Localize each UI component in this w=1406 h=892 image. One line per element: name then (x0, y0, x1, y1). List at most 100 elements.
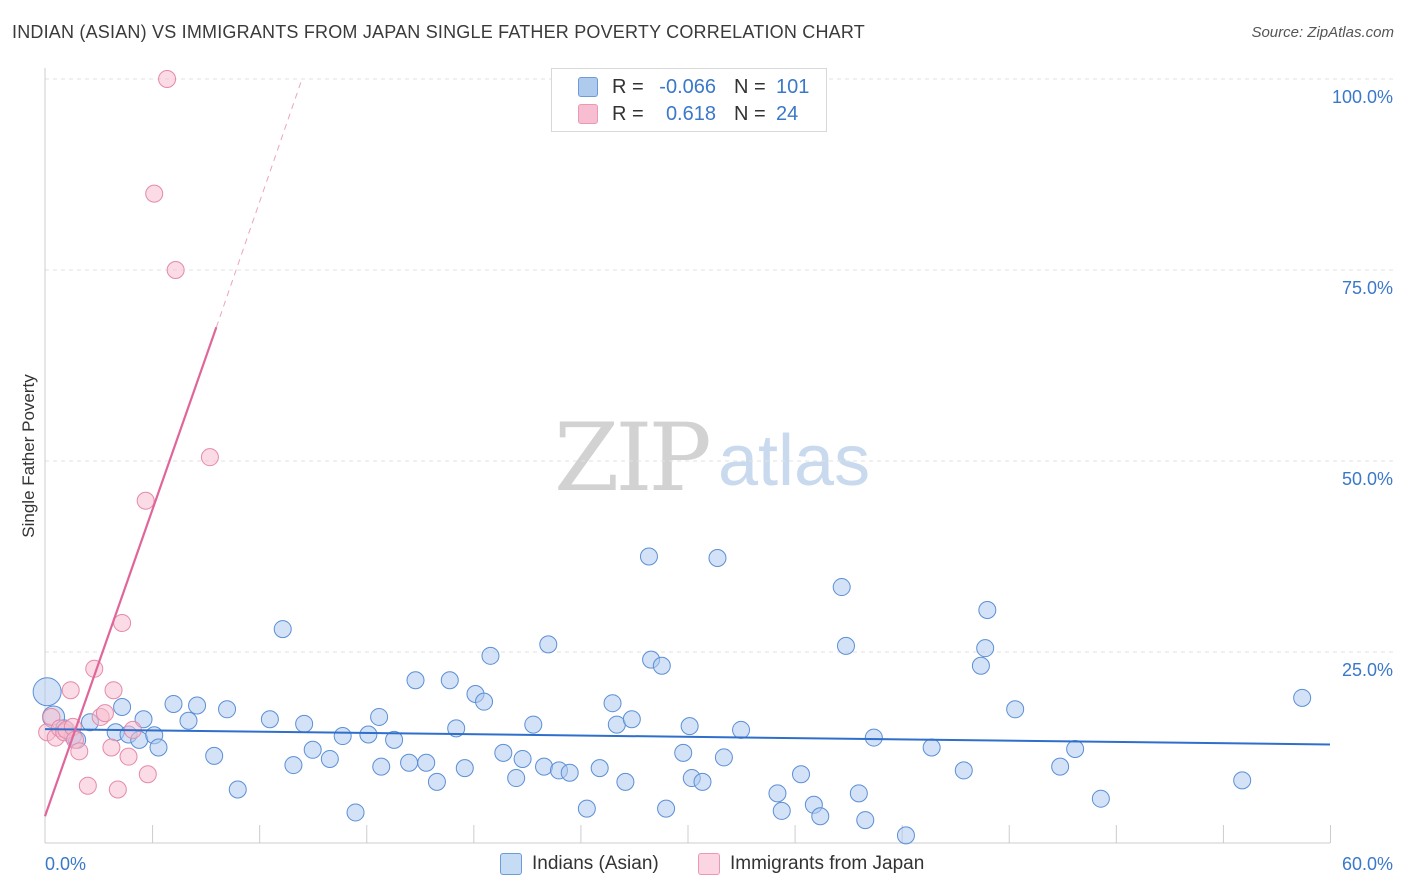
point-indians (922, 738, 941, 757)
bottom-legend-swatch-japan (698, 853, 720, 875)
point-indians (978, 600, 997, 619)
point-indians (455, 759, 474, 778)
point-indians (134, 710, 153, 729)
point-indians (896, 826, 915, 845)
point-indians (535, 757, 554, 776)
point-japan (145, 184, 164, 203)
point-indians (228, 780, 247, 799)
point-indians (481, 646, 500, 665)
point-indians (708, 549, 727, 568)
point-indians (639, 547, 658, 566)
point-indians (652, 656, 671, 675)
point-indians (417, 753, 436, 772)
point-japan (104, 681, 123, 700)
point-indians (954, 761, 973, 780)
point-indians (976, 639, 995, 658)
point-japan (166, 261, 185, 279)
point-japan (158, 70, 177, 88)
point-indians (560, 763, 579, 782)
point-indians (577, 799, 596, 818)
bottom-legend-swatch-indians (500, 853, 522, 875)
point-indians (295, 714, 314, 733)
point-japan (95, 704, 114, 723)
trendline-japan-extension (215, 78, 303, 328)
legend-n-label: N = (734, 102, 766, 125)
legend-r-label: R = (612, 75, 644, 98)
correlation-legend: R = -0.066 N = 101 R = 0.618 N = 24 (551, 68, 827, 132)
legend-swatch-indians (578, 77, 598, 97)
point-indians (616, 772, 635, 791)
legend-row-indians: R = -0.066 N = 101 (578, 74, 816, 100)
point-indians (836, 636, 855, 655)
legend-n-value: 101 (776, 75, 810, 98)
point-indians (218, 700, 237, 719)
legend-n-label: N = (734, 75, 766, 98)
point-indians (333, 727, 352, 746)
legend-r-label: R = (612, 102, 644, 125)
point-indians (359, 725, 378, 744)
point-indians (475, 692, 494, 711)
point-indians (205, 746, 224, 765)
point-indians (1091, 789, 1110, 808)
trendline-japan (43, 326, 218, 817)
point-indians (260, 710, 279, 729)
legend-r-value: 0.618 (665, 102, 716, 125)
point-japan (136, 491, 155, 510)
point-indians (607, 715, 626, 734)
point-indians (657, 799, 676, 818)
legend-row-japan: R = 0.618 N = 24 (578, 101, 816, 127)
y-tick-label: 50.0% (1342, 469, 1393, 489)
point-indians (372, 757, 391, 776)
point-japan (102, 738, 121, 757)
point-indians (427, 772, 446, 791)
point-indians (400, 753, 419, 772)
point-japan (138, 765, 157, 784)
point-indians (768, 784, 787, 803)
point-indians (539, 635, 558, 654)
point-indians (149, 738, 168, 757)
point-indians (1066, 740, 1085, 759)
point-indians (832, 578, 851, 597)
point-indians (864, 728, 883, 747)
point-indians (693, 772, 712, 791)
point-indians (1233, 771, 1252, 790)
point-indians (732, 720, 751, 739)
point-japan (108, 780, 127, 799)
point-japan (78, 776, 97, 795)
y-tick-label: 75.0% (1342, 278, 1393, 298)
point-indians (507, 769, 526, 788)
point-indians (1051, 757, 1070, 776)
bottom-legend-japan: Immigrants from Japan (698, 852, 924, 876)
point-indians (1006, 700, 1025, 719)
point-indians (603, 694, 622, 713)
point-indians (590, 759, 609, 778)
point-indians (440, 671, 459, 690)
legend-n-value: 24 (776, 102, 799, 125)
bottom-legend-label-japan: Immigrants from Japan (730, 853, 925, 874)
point-indians (164, 694, 183, 713)
bottom-legend-indians: Indians (Asian) (500, 852, 659, 876)
point-japan (119, 747, 138, 766)
point-indians (32, 677, 62, 707)
point-indians (303, 740, 322, 759)
point-indians (856, 811, 875, 830)
point-indians (1293, 688, 1312, 707)
point-japan (61, 681, 80, 700)
point-indians (622, 710, 641, 729)
y-tick-label: 100.0% (1332, 87, 1393, 107)
point-indians (370, 707, 389, 726)
point-japan (70, 742, 89, 761)
point-indians (188, 696, 207, 715)
source-label: Source: ZipAtlas.com (1251, 24, 1394, 41)
y-tick-label: 25.0% (1342, 660, 1393, 680)
point-indians (674, 743, 693, 762)
point-indians (273, 620, 292, 639)
point-indians (971, 656, 990, 675)
point-indians (792, 765, 811, 784)
point-indians (179, 711, 198, 730)
point-indians (714, 748, 733, 767)
point-indians (406, 671, 425, 690)
point-indians (447, 719, 466, 738)
x-tick-label: 0.0% (45, 854, 86, 874)
